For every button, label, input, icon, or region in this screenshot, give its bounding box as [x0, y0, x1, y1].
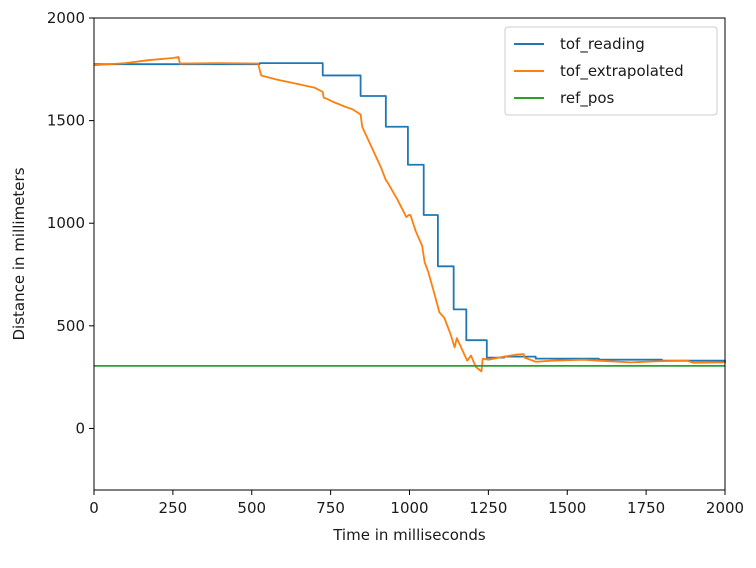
x-tick-label: 1750	[627, 499, 665, 517]
y-tick-label: 0	[75, 419, 85, 437]
y-tick-label: 1500	[47, 112, 85, 130]
legend-label-tof-reading: tof_reading	[560, 35, 645, 54]
series-layer	[93, 56, 726, 373]
legend-label-tof-extrapolated: tof_extrapolated	[560, 62, 684, 81]
x-tick-label: 1500	[548, 499, 586, 517]
legend-label-ref-pos: ref_pos	[560, 89, 615, 108]
y-tick-label: 500	[56, 317, 85, 335]
x-tick-label: 250	[159, 499, 188, 517]
x-tick-label: 750	[316, 499, 345, 517]
legend-box	[504, 26, 718, 116]
y-tick-label: 2000	[47, 9, 85, 27]
y-axis-ticks: 0 500 1000 1500 2000	[47, 9, 94, 437]
x-axis-ticks: 0 250 500 750 1000 1250 1500 1750 2000	[89, 490, 744, 517]
x-tick-label: 1000	[390, 499, 428, 517]
y-axis-label: Distance in millimeters	[10, 167, 28, 340]
legend: tof_reading tof_extrapolated ref_pos	[504, 26, 718, 116]
x-tick-label: 2000	[706, 499, 744, 517]
x-tick-label: 1250	[469, 499, 507, 517]
series-line-tof-extrapolated	[93, 56, 726, 373]
y-tick-label: 1000	[47, 214, 85, 232]
series-line-tof-reading	[94, 62, 726, 363]
x-tick-label: 0	[89, 499, 99, 517]
x-tick-label: 500	[237, 499, 266, 517]
x-axis-label: Time in milliseconds	[332, 526, 486, 544]
